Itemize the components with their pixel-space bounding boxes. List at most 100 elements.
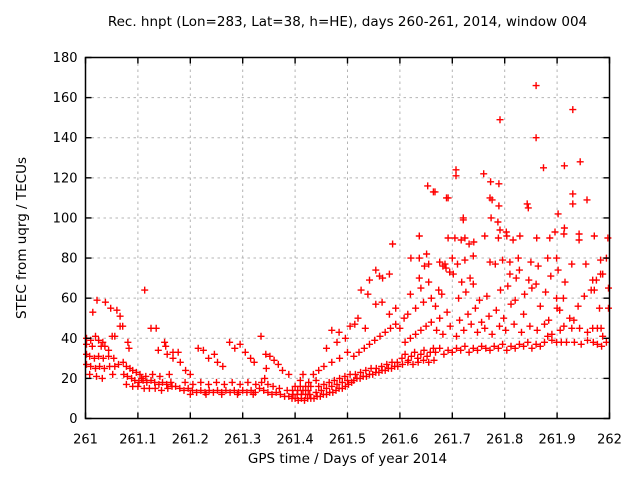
data-point-marker [309,370,317,378]
data-point-marker [563,338,570,346]
data-point-marker [189,380,197,388]
data-point-marker [279,366,286,374]
data-point-marker [197,378,205,386]
data-point-marker [158,386,165,394]
data-point-marker [548,336,556,344]
data-point-marker [236,340,244,348]
data-point-marker [109,370,117,378]
data-point-marker [119,358,127,366]
data-point-marker [511,296,519,304]
data-point-marker [536,302,544,310]
data-point-marker [306,390,314,398]
data-point-marker [320,362,328,370]
data-point-marker [577,340,585,348]
data-point-marker [465,348,473,356]
data-point-marker [266,352,274,360]
data-point-marker [592,276,600,284]
data-point-marker [138,374,146,382]
data-point-marker [436,258,444,266]
data-point-marker [92,364,99,372]
x-tick-label: 261.5 [329,433,366,448]
data-point-marker [417,350,425,358]
data-point-marker [420,346,428,354]
data-point-marker [580,292,588,300]
data-point-marker [528,344,536,352]
data-point-marker [496,322,503,330]
data-point-marker [478,318,486,326]
data-point-marker [524,338,532,346]
data-point-marker [499,340,507,348]
data-point-marker [86,370,94,378]
data-point-marker [462,288,470,296]
data-point-marker [589,338,597,346]
data-point-marker [307,382,315,390]
data-point-marker [354,314,362,322]
data-point-marker [379,274,387,282]
data-point-marker [509,236,517,244]
data-point-marker [515,340,523,348]
data-point-marker [502,228,510,236]
data-point-marker [560,322,568,330]
data-point-marker [404,310,412,318]
data-point-marker [467,320,475,328]
data-point-marker [366,340,373,348]
data-point-marker [230,386,238,394]
data-point-marker [182,366,190,374]
data-point-marker [443,308,451,316]
data-point-marker [432,348,439,356]
data-point-marker [574,302,582,310]
data-point-marker [420,298,427,306]
data-point-marker [257,332,265,340]
x-tick-label: 261.2 [172,433,209,448]
data-point-marker [99,338,107,346]
data-point-marker [491,260,499,268]
data-point-marker [444,346,452,354]
data-point-marker [270,356,278,364]
data-point-marker [553,254,561,262]
data-point-marker [155,380,163,388]
data-point-marker [412,304,420,312]
data-point-marker [152,324,160,332]
data-point-marker [425,358,433,366]
data-point-marker [115,360,122,368]
data-point-marker [439,330,447,338]
data-point-marker [448,254,456,262]
x-tick-label: 261.8 [486,433,523,448]
data-point-marker [503,346,511,354]
data-point-marker [569,106,577,114]
x-tick-label: 261.4 [276,433,313,448]
data-point-marker [483,292,491,300]
data-point-marker [566,314,574,322]
data-point-marker [497,286,504,294]
data-point-marker [355,348,363,356]
data-point-marker [88,342,96,350]
data-point-marker [385,310,393,318]
data-point-marker [569,190,577,198]
data-point-marker [400,314,408,322]
data-point-marker [392,304,400,312]
data-point-marker [262,350,270,358]
data-point-marker [568,324,576,332]
data-point-marker [205,386,213,394]
data-point-marker [423,250,431,258]
data-point-marker [357,286,365,294]
data-point-marker [474,346,481,354]
y-tick-label: 180 [53,51,78,66]
data-point-marker [446,322,454,330]
data-point-marker [136,370,144,378]
data-point-marker [105,352,113,360]
data-point-marker [427,294,435,302]
data-point-marker [436,344,444,352]
data-point-marker [525,276,533,284]
data-point-marker [545,316,553,324]
data-point-marker [507,342,515,350]
data-point-marker [605,304,612,312]
data-point-marker [570,316,578,324]
data-point-marker [548,330,556,338]
data-point-marker [541,320,548,328]
data-point-marker [385,270,393,278]
data-point-marker [330,376,338,384]
data-point-marker [122,380,130,388]
data-point-marker [411,348,419,356]
